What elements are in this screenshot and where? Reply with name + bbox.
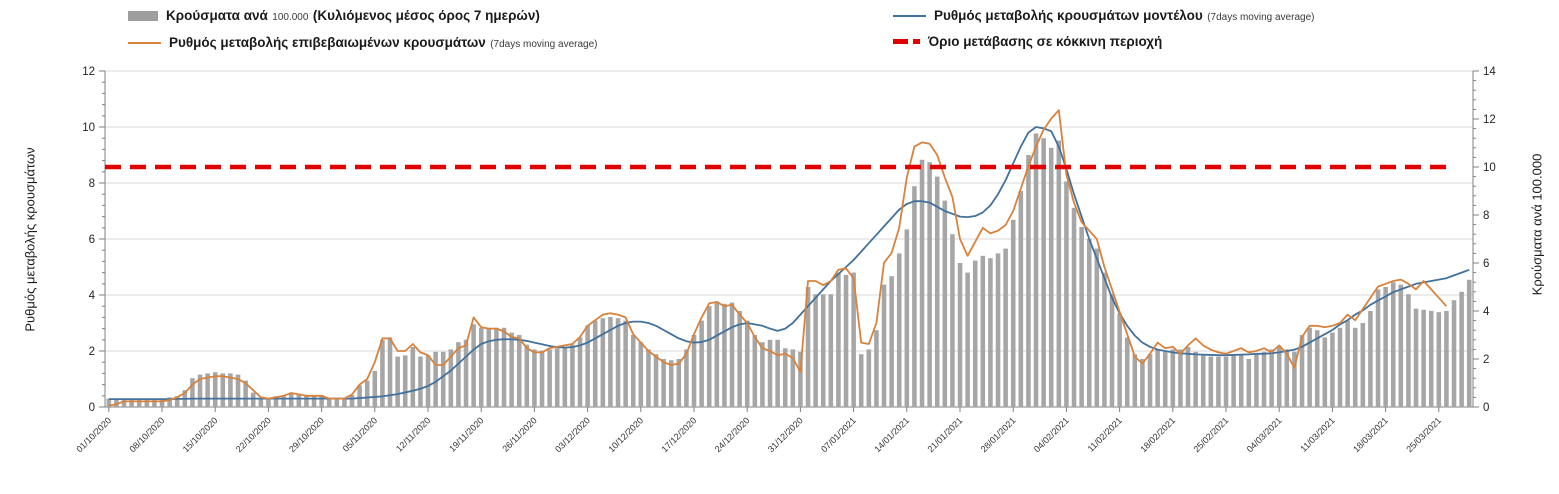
- svg-text:14: 14: [1483, 66, 1496, 78]
- legend-label-cases: Κρούσματα ανά 100.000 (Κυλιόμενος μέσος …: [166, 8, 540, 23]
- legend-right-column: Ρυθμός μεταβολής κρουσμάτων μοντέλου (7d…: [893, 7, 1314, 49]
- svg-text:01/10/2020: 01/10/2020: [74, 415, 113, 454]
- svg-text:18/03/2021: 18/03/2021: [1351, 415, 1390, 454]
- svg-text:8: 8: [89, 178, 95, 190]
- svg-text:0: 0: [1483, 402, 1489, 414]
- svg-text:17/12/2020: 17/12/2020: [659, 415, 698, 454]
- svg-text:4: 4: [1483, 306, 1490, 318]
- bar-series-swatch: [128, 11, 158, 21]
- legend-left-column: Κρούσματα ανά 100.000 (Κυλιόμενος μέσος …: [128, 7, 598, 52]
- svg-text:12: 12: [82, 66, 95, 78]
- legend-item-cases-bars: Κρούσματα ανά 100.000 (Κυλιόμενος μέσος …: [128, 7, 598, 25]
- svg-text:12: 12: [1483, 114, 1496, 126]
- svg-text:6: 6: [89, 234, 95, 246]
- svg-text:15/10/2020: 15/10/2020: [181, 415, 220, 454]
- svg-text:25/03/2021: 25/03/2021: [1404, 415, 1443, 454]
- svg-text:21/01/2021: 21/01/2021: [925, 415, 964, 454]
- svg-text:29/10/2020: 29/10/2020: [287, 415, 326, 454]
- svg-text:8: 8: [1483, 210, 1489, 222]
- svg-text:11/02/2021: 11/02/2021: [1086, 415, 1124, 453]
- svg-text:28/01/2021: 28/01/2021: [979, 415, 1018, 454]
- svg-text:04/02/2021: 04/02/2021: [1032, 415, 1071, 454]
- svg-text:12/11/2020: 12/11/2020: [394, 415, 432, 453]
- svg-text:10/12/2020: 10/12/2020: [606, 415, 645, 454]
- svg-text:11/03/2021: 11/03/2021: [1298, 415, 1336, 453]
- svg-text:10: 10: [82, 122, 95, 134]
- red-dash-swatch: [893, 39, 920, 44]
- svg-text:08/10/2020: 08/10/2020: [127, 415, 166, 454]
- svg-text:07/01/2021: 07/01/2021: [819, 415, 858, 454]
- svg-text:03/12/2020: 03/12/2020: [553, 415, 592, 454]
- svg-text:04/03/2021: 04/03/2021: [1245, 415, 1284, 454]
- svg-text:19/11/2020: 19/11/2020: [447, 415, 485, 453]
- svg-text:14/01/2021: 14/01/2021: [872, 415, 911, 454]
- left-axis-title: Ρυθμός μεταβολής κρουσμάτων: [22, 147, 38, 332]
- svg-text:24/12/2020: 24/12/2020: [713, 415, 752, 454]
- legend-label-confirmed: Ρυθμός μεταβολής επιβεβαιωμένων κρουσμάτ…: [169, 35, 598, 50]
- svg-text:22/10/2020: 22/10/2020: [234, 415, 273, 454]
- legend-item-confirmed-rate: Ρυθμός μεταβολής επιβεβαιωμένων κρουσμάτ…: [128, 34, 598, 52]
- blue-line-swatch: [893, 15, 926, 17]
- legend-item-red-threshold: Όριο μετάβασης σε κόκκινη περιοχή: [893, 34, 1314, 49]
- svg-text:2: 2: [89, 346, 95, 358]
- svg-text:6: 6: [1483, 258, 1489, 270]
- orange-line-swatch: [128, 42, 161, 44]
- svg-text:10: 10: [1483, 162, 1496, 174]
- legend-label-threshold: Όριο μετάβασης σε κόκκινη περιοχή: [928, 34, 1163, 49]
- svg-text:05/11/2020: 05/11/2020: [341, 415, 379, 453]
- right-axis-title: Κρούσματα ανά 100.000: [1529, 153, 1545, 296]
- svg-text:2: 2: [1483, 354, 1489, 366]
- svg-text:31/12/2020: 31/12/2020: [766, 415, 805, 454]
- svg-text:0: 0: [89, 402, 95, 414]
- legend-label-model: Ρυθμός μεταβολής κρουσμάτων μοντέλου (7d…: [934, 8, 1315, 23]
- svg-text:25/02/2021: 25/02/2021: [1191, 415, 1230, 454]
- svg-text:18/02/2021: 18/02/2021: [1138, 415, 1177, 454]
- svg-text:4: 4: [89, 290, 96, 302]
- svg-text:26/11/2020: 26/11/2020: [500, 415, 538, 453]
- legend-item-model-rate: Ρυθμός μεταβολής κρουσμάτων μοντέλου (7d…: [893, 7, 1314, 25]
